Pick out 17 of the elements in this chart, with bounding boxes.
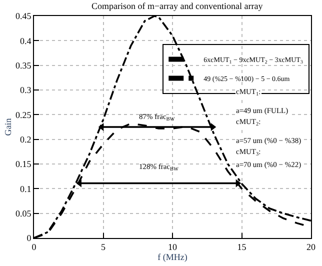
x-axis-title: f (MHz) [158,252,188,262]
x-tick-label: 10 [168,242,178,252]
y-tick-label: 0 [26,233,32,244]
y-axis-title: Gain [2,118,13,136]
x-tick-label: 20 [306,242,316,252]
y-tick-label: 0.05 [15,208,32,218]
y-tick-label: 0.4 [20,36,32,46]
y-tick-label: 0.3 [20,85,32,96]
y-tick-label: 0.25 [15,110,32,120]
y-tick-label: 0.35 [15,60,32,70]
chart-title: Comparison of m−array and conventional array [91,0,264,11]
x-tick-label: 15 [237,242,247,252]
x-tick-label: 5 [101,242,106,252]
y-tick-label: 0.1 [20,184,32,194]
y-tick-label: 0.45 [15,11,32,22]
y-tick-label: 0.2 [20,134,32,144]
y-tick-label: 0.15 [15,159,32,170]
